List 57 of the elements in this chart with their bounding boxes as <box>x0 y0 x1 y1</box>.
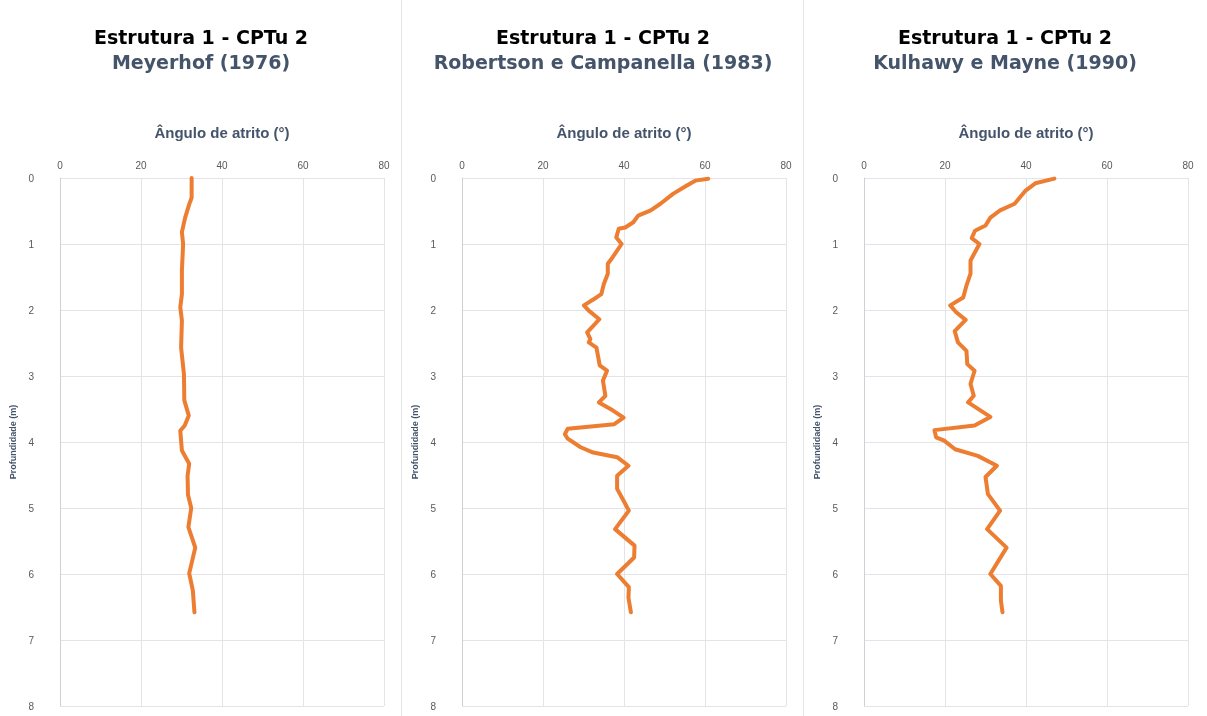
y-tick-label: 2 <box>832 304 839 316</box>
chart-title: Estrutura 1 - CPTu 2 <box>897 25 1113 48</box>
y-axis-title: Profundidade (m) <box>410 404 421 480</box>
y-tick-label: 0 <box>832 172 839 184</box>
x-tick-label: 60 <box>297 159 309 171</box>
chart-title: Estrutura 1 - CPTu 2 <box>93 25 309 48</box>
y-tick-label: 8 <box>832 700 839 712</box>
x-axis-title: Ângulo de atrito (°) <box>958 124 1094 141</box>
y-tick-label: 1 <box>430 238 437 250</box>
y-tick-label: 6 <box>430 568 437 580</box>
x-tick-label: 20 <box>939 159 951 171</box>
x-tick-label: 0 <box>57 159 64 171</box>
y-tick-label: 4 <box>832 436 839 448</box>
y-tick-label: 7 <box>430 634 437 646</box>
chart-subtitle: Meyerhof (1976) <box>111 50 291 73</box>
x-tick-label: 0 <box>861 159 868 171</box>
y-tick-label: 5 <box>832 502 839 514</box>
line-series <box>562 176 711 615</box>
x-tick-label: 80 <box>780 159 792 171</box>
x-tick-label: 0 <box>459 159 466 171</box>
x-tick-label: 60 <box>1101 159 1113 171</box>
y-tick-label: 8 <box>430 700 437 712</box>
y-tick-label: 3 <box>28 370 35 382</box>
x-tick-label: 20 <box>135 159 147 171</box>
y-axis-title: Profundidade (m) <box>8 404 19 480</box>
y-tick-label: 0 <box>28 172 35 184</box>
chart-subtitle: Kulhawy e Mayne (1990) <box>873 50 1137 73</box>
y-tick-label: 6 <box>28 568 35 580</box>
y-tick-label: 1 <box>28 238 35 250</box>
y-tick-label: 5 <box>28 502 35 514</box>
y-axis-title: Profundidade (m) <box>812 404 823 480</box>
y-tick-label: 7 <box>28 634 35 646</box>
x-tick-label: 20 <box>537 159 549 171</box>
chart-title: Estrutura 1 - CPTu 2 <box>495 25 711 48</box>
x-axis-title: Ângulo de atrito (°) <box>154 124 290 141</box>
chart-subtitle: Robertson e Campanella (1983) <box>433 50 773 73</box>
y-tick-label: 7 <box>832 634 839 646</box>
line-series <box>178 176 198 615</box>
x-tick-label: 80 <box>1182 159 1194 171</box>
x-axis-title: Ângulo de atrito (°) <box>556 124 692 141</box>
y-tick-label: 1 <box>832 238 839 250</box>
y-tick-label: 2 <box>430 304 437 316</box>
x-tick-label: 40 <box>1020 159 1032 171</box>
x-tick-label: 60 <box>699 159 711 171</box>
x-tick-label: 40 <box>618 159 630 171</box>
y-tick-label: 8 <box>28 700 35 712</box>
y-tick-label: 4 <box>28 436 35 448</box>
x-tick-label: 40 <box>216 159 228 171</box>
x-tick-label: 80 <box>378 159 390 171</box>
y-tick-label: 2 <box>28 304 35 316</box>
y-tick-label: 4 <box>430 436 437 448</box>
y-tick-label: 5 <box>430 502 437 514</box>
y-tick-label: 0 <box>430 172 437 184</box>
y-tick-label: 3 <box>430 370 437 382</box>
line-series <box>932 176 1057 615</box>
y-tick-label: 6 <box>832 568 839 580</box>
y-tick-label: 3 <box>832 370 839 382</box>
